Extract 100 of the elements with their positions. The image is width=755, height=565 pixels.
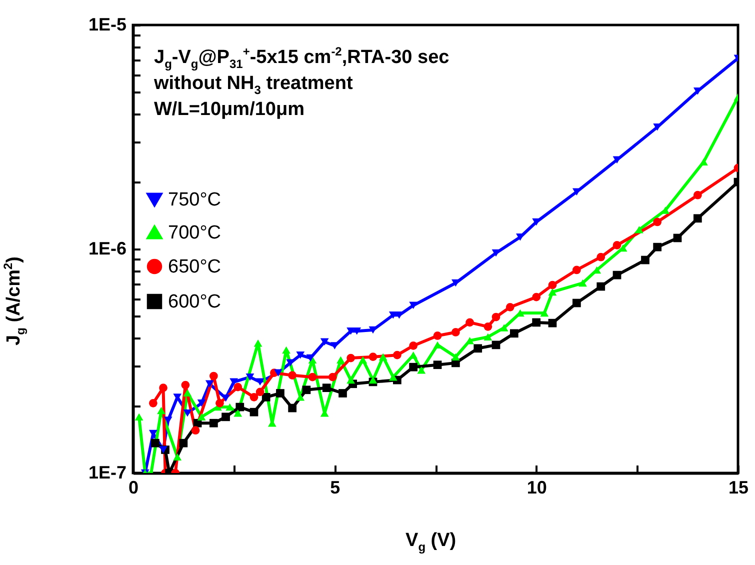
x-tick-label: 15 [728,478,749,498]
point [205,380,214,388]
point [230,378,238,386]
annotation: without NH$_{3}$ treatment [154,73,353,97]
point [282,346,290,354]
point [409,342,418,350]
point [548,288,557,296]
legend-label: 650°C [168,256,222,278]
x-tick-label: 5 [330,478,340,498]
x-axis-title: V$_{g}$ (V) [406,530,456,554]
point [159,384,168,392]
point [578,279,587,287]
point [612,270,622,280]
point [250,408,258,416]
point [409,302,418,310]
point [532,292,541,302]
y-tick-label: 1E-7 [88,462,126,482]
point [322,384,331,392]
x-tick-label: 10 [526,478,547,498]
point [548,318,557,328]
point [484,322,492,331]
point [358,356,368,364]
point [673,234,682,242]
point [288,404,296,412]
point [183,389,192,396]
point [653,242,662,252]
point [492,312,500,322]
point [151,438,160,448]
point [197,400,206,407]
chart-title: J$_{g}$-V$_{g}$@P$_{31}$$^{+}$-5x15 cm$^{-2}$,RTA-30 sec [154,44,450,71]
point [572,298,581,308]
point [148,398,158,408]
point [409,362,418,372]
point [183,410,192,417]
point [328,372,337,382]
point [234,410,242,417]
legend-label: 750°C [168,190,222,210]
point [693,190,702,200]
point [484,333,492,341]
point [572,266,581,274]
point [209,372,218,380]
point [256,378,264,386]
point [693,214,702,223]
point [388,373,398,381]
point [226,403,234,411]
point [700,158,708,166]
point [532,318,541,327]
point [451,328,460,336]
point [417,366,426,374]
point [302,386,311,394]
point [336,356,345,364]
point [368,352,378,362]
point [346,376,355,384]
point [466,318,474,327]
y-tick-label: 1E-5 [88,14,126,34]
point [378,353,388,360]
point [250,393,258,402]
y-tick-label: 1E-6 [88,238,126,258]
point [320,338,329,346]
point [612,241,622,250]
point [288,371,296,380]
point [540,309,549,317]
point [548,280,557,290]
point [510,329,518,338]
point [500,324,508,332]
point [274,369,282,376]
point [474,344,482,353]
point [492,340,500,350]
point [596,252,606,262]
point [653,218,662,226]
point [346,327,355,335]
point [346,354,355,362]
point [641,256,650,264]
point [191,426,200,435]
point [506,302,514,312]
point [451,353,460,360]
point [209,418,218,428]
point [216,398,224,408]
point [256,388,264,396]
point [181,380,190,390]
point [157,406,166,414]
point [393,350,402,360]
x-tick-label: 0 [128,478,139,498]
point [173,453,182,461]
point [352,327,362,335]
point [296,351,305,359]
point [308,372,317,382]
point [338,389,347,398]
point [635,226,644,234]
point [222,412,230,422]
point [246,373,254,381]
point [433,360,442,370]
point [254,340,262,347]
legend-label: 700°C [168,222,222,244]
point [433,332,442,340]
legend-label: 600°C [168,292,222,312]
point [276,389,284,398]
point [492,249,500,257]
point [197,413,206,421]
point [296,394,305,401]
